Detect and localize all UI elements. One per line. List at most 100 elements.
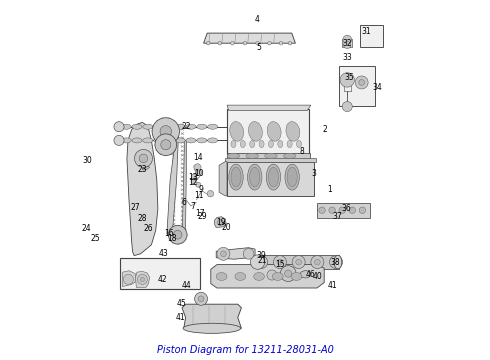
Text: 5: 5	[256, 43, 261, 52]
Circle shape	[217, 247, 230, 260]
Ellipse shape	[175, 124, 185, 129]
Circle shape	[134, 149, 152, 167]
Ellipse shape	[175, 138, 185, 143]
Ellipse shape	[216, 273, 227, 280]
Text: 13: 13	[188, 173, 198, 181]
Ellipse shape	[186, 124, 196, 129]
Ellipse shape	[197, 124, 207, 129]
Circle shape	[243, 248, 254, 259]
Ellipse shape	[287, 167, 297, 187]
Text: 22: 22	[182, 122, 192, 131]
Ellipse shape	[250, 167, 260, 187]
Text: 28: 28	[137, 214, 147, 223]
Bar	[317, 203, 370, 218]
Polygon shape	[227, 153, 310, 159]
Polygon shape	[143, 166, 149, 170]
Ellipse shape	[164, 124, 174, 129]
Polygon shape	[227, 105, 311, 111]
Circle shape	[173, 230, 182, 239]
Bar	[227, 109, 309, 156]
Circle shape	[355, 76, 368, 89]
Text: 19: 19	[216, 218, 225, 227]
Bar	[120, 258, 199, 289]
Polygon shape	[342, 39, 352, 47]
Text: 27: 27	[130, 203, 140, 212]
Polygon shape	[215, 217, 226, 228]
Polygon shape	[204, 33, 295, 43]
Ellipse shape	[208, 138, 218, 143]
Text: 7: 7	[191, 202, 196, 211]
Text: 18: 18	[168, 234, 177, 243]
Ellipse shape	[247, 164, 262, 190]
Circle shape	[343, 41, 351, 49]
Circle shape	[198, 296, 204, 302]
Circle shape	[333, 259, 339, 265]
Text: 1: 1	[328, 185, 332, 194]
Circle shape	[218, 41, 221, 45]
Ellipse shape	[230, 122, 244, 141]
Circle shape	[255, 256, 268, 269]
Text: 45: 45	[177, 299, 187, 307]
Text: 46: 46	[306, 270, 316, 279]
Ellipse shape	[300, 271, 311, 278]
Circle shape	[311, 256, 324, 269]
Circle shape	[139, 154, 148, 163]
Text: 17: 17	[195, 210, 204, 218]
Text: 31: 31	[362, 27, 371, 36]
Ellipse shape	[254, 273, 265, 280]
Text: 21: 21	[258, 256, 267, 265]
Circle shape	[218, 220, 223, 225]
Ellipse shape	[153, 124, 164, 129]
Circle shape	[340, 73, 354, 87]
Bar	[360, 25, 383, 47]
Text: 42: 42	[158, 275, 168, 284]
Ellipse shape	[235, 273, 245, 280]
Polygon shape	[167, 137, 178, 234]
Polygon shape	[263, 269, 317, 279]
Circle shape	[250, 255, 265, 269]
Circle shape	[114, 122, 124, 132]
Circle shape	[231, 41, 234, 45]
Text: 15: 15	[275, 260, 285, 269]
Circle shape	[359, 207, 366, 213]
Circle shape	[123, 274, 133, 284]
Ellipse shape	[269, 140, 273, 148]
Text: 14: 14	[194, 153, 203, 162]
Text: 2: 2	[322, 125, 327, 134]
Ellipse shape	[250, 140, 255, 148]
Circle shape	[243, 41, 247, 45]
Circle shape	[196, 182, 201, 187]
Ellipse shape	[278, 140, 283, 148]
Text: 41: 41	[327, 281, 337, 289]
Text: 4: 4	[255, 15, 260, 24]
Ellipse shape	[121, 138, 131, 143]
Text: 16: 16	[165, 230, 174, 239]
Circle shape	[315, 259, 320, 265]
Ellipse shape	[229, 164, 243, 190]
Ellipse shape	[121, 124, 131, 129]
Polygon shape	[127, 122, 158, 256]
Circle shape	[292, 256, 305, 269]
Circle shape	[330, 256, 343, 269]
Ellipse shape	[259, 140, 264, 148]
Ellipse shape	[231, 167, 241, 187]
Text: 33: 33	[343, 53, 352, 62]
Circle shape	[155, 134, 176, 156]
Circle shape	[256, 41, 259, 45]
Ellipse shape	[296, 140, 301, 148]
Polygon shape	[136, 271, 149, 287]
Circle shape	[191, 179, 196, 184]
Text: 35: 35	[344, 72, 354, 81]
Circle shape	[343, 35, 351, 44]
Polygon shape	[182, 140, 187, 230]
Polygon shape	[122, 271, 137, 287]
Polygon shape	[256, 255, 339, 269]
Ellipse shape	[265, 153, 277, 158]
Text: 40: 40	[313, 272, 322, 281]
Ellipse shape	[363, 39, 380, 43]
Circle shape	[192, 174, 196, 179]
Text: 23: 23	[138, 165, 147, 174]
Text: 10: 10	[194, 169, 204, 178]
Circle shape	[169, 225, 187, 244]
Circle shape	[349, 207, 356, 213]
